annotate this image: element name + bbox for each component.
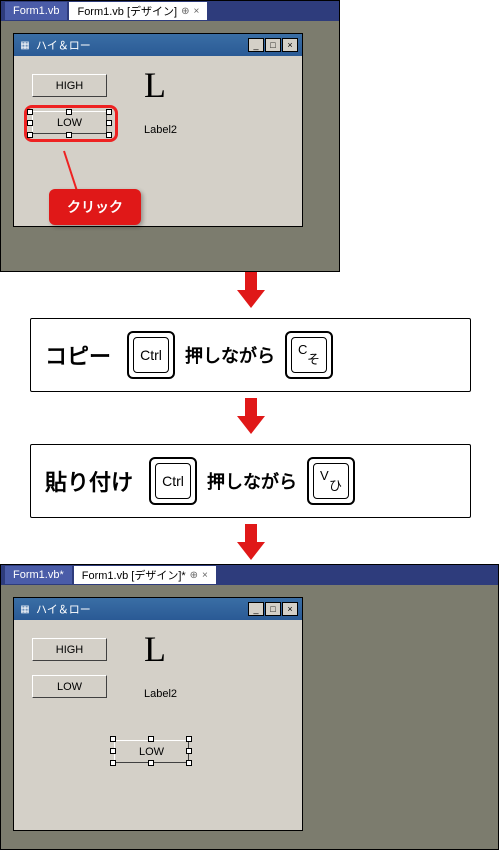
tab-pin-icon[interactable]: ⊕ — [181, 6, 189, 17]
tab-design[interactable]: Form1.vb [デザイン]* ⊕ × — [74, 566, 216, 584]
tab-close-icon[interactable]: × — [202, 570, 208, 581]
design-surface[interactable]: ▦ ハイ＆ロー _ □ × HIGH LOW L Label2 LOW — [1, 585, 498, 849]
callout-bubble: クリック — [49, 189, 141, 225]
paste-instruction: 貼り付け Ctrl 押しながら Vひ — [30, 444, 471, 518]
tab-design-label: Form1.vb [デザイン] — [77, 3, 177, 19]
sel-handle[interactable] — [110, 748, 116, 754]
label2: Label2 — [144, 124, 177, 136]
sel-handle[interactable] — [66, 109, 72, 115]
low-button[interactable]: LOW — [32, 675, 107, 698]
titlebar[interactable]: ▦ ハイ＆ロー _ □ × — [14, 598, 302, 620]
label-L: L — [144, 628, 166, 670]
tab-code[interactable]: Form1.vb — [5, 2, 67, 20]
tab-bar: Form1.vb* Form1.vb [デザイン]* ⊕ × — [1, 565, 498, 585]
minimize-button[interactable]: _ — [248, 38, 264, 52]
sel-handle[interactable] — [66, 132, 72, 138]
sel-handle[interactable] — [186, 748, 192, 754]
tab-close-icon[interactable]: × — [193, 6, 199, 17]
maximize-button[interactable]: □ — [265, 38, 281, 52]
sel-handle[interactable] — [106, 132, 112, 138]
arrow-down-icon — [0, 272, 501, 312]
ctrl-key: Ctrl — [127, 331, 175, 379]
label2: Label2 — [144, 688, 177, 700]
arrow-down-icon — [0, 398, 501, 438]
ide-panel-after: Form1.vb* Form1.vb [デザイン]* ⊕ × ▦ ハイ＆ロー _… — [0, 564, 499, 850]
winform: ▦ ハイ＆ロー _ □ × HIGH LOW L Label2 LOW — [13, 597, 303, 831]
form-icon: ▦ — [18, 602, 32, 616]
ctrl-key-label: Ctrl — [155, 463, 191, 499]
form-title: ハイ＆ロー — [36, 37, 91, 53]
titlebar[interactable]: ▦ ハイ＆ロー _ □ × — [14, 34, 302, 56]
minimize-button[interactable]: _ — [248, 602, 264, 616]
sel-handle[interactable] — [110, 760, 116, 766]
sel-handle[interactable] — [148, 760, 154, 766]
form-title: ハイ＆ロー — [36, 601, 91, 617]
sel-handle[interactable] — [106, 109, 112, 115]
copy-label: コピー — [45, 339, 111, 371]
sel-handle[interactable] — [27, 132, 33, 138]
sel-handle[interactable] — [110, 736, 116, 742]
while-pressing-text: 押しながら — [207, 468, 297, 494]
sel-handle[interactable] — [27, 109, 33, 115]
sel-handle[interactable] — [106, 120, 112, 126]
tab-design-label: Form1.vb [デザイン]* — [82, 567, 186, 583]
tab-code[interactable]: Form1.vb* — [5, 566, 72, 584]
sel-handle[interactable] — [148, 736, 154, 742]
tab-design[interactable]: Form1.vb [デザイン] ⊕ × — [69, 2, 207, 20]
window-buttons: _ □ × — [247, 602, 298, 616]
high-button[interactable]: HIGH — [32, 74, 107, 97]
sel-handle[interactable] — [186, 760, 192, 766]
ide-panel-before: Form1.vb Form1.vb [デザイン] ⊕ × ▦ ハイ＆ロー _ □… — [0, 0, 340, 272]
sel-handle[interactable] — [27, 120, 33, 126]
high-button[interactable]: HIGH — [32, 638, 107, 661]
close-button[interactable]: × — [282, 602, 298, 616]
form-body: HIGH LOW L Label2 LOW — [14, 620, 302, 830]
while-pressing-text: 押しながら — [185, 342, 275, 368]
tab-bar: Form1.vb Form1.vb [デザイン] ⊕ × — [1, 1, 339, 21]
form-icon: ▦ — [18, 38, 32, 52]
window-buttons: _ □ × — [247, 38, 298, 52]
arrow-down-icon — [0, 524, 501, 564]
v-key-top: V — [320, 468, 329, 483]
tab-pin-icon[interactable]: ⊕ — [190, 570, 198, 581]
paste-label: 貼り付け — [45, 465, 133, 497]
v-key: Vひ — [307, 457, 355, 505]
c-key-top: C — [298, 342, 307, 357]
c-key: Cそ — [285, 331, 333, 379]
copy-instruction: コピー Ctrl 押しながら Cそ — [30, 318, 471, 392]
close-button[interactable]: × — [282, 38, 298, 52]
ctrl-key: Ctrl — [149, 457, 197, 505]
sel-handle[interactable] — [186, 736, 192, 742]
design-surface[interactable]: ▦ ハイ＆ロー _ □ × HIGH LOW L Label2 — [1, 21, 339, 271]
c-key-bottom: そ — [307, 349, 320, 368]
maximize-button[interactable]: □ — [265, 602, 281, 616]
ctrl-key-label: Ctrl — [133, 337, 169, 373]
v-key-bottom: ひ — [329, 475, 342, 494]
label-L: L — [144, 64, 166, 106]
